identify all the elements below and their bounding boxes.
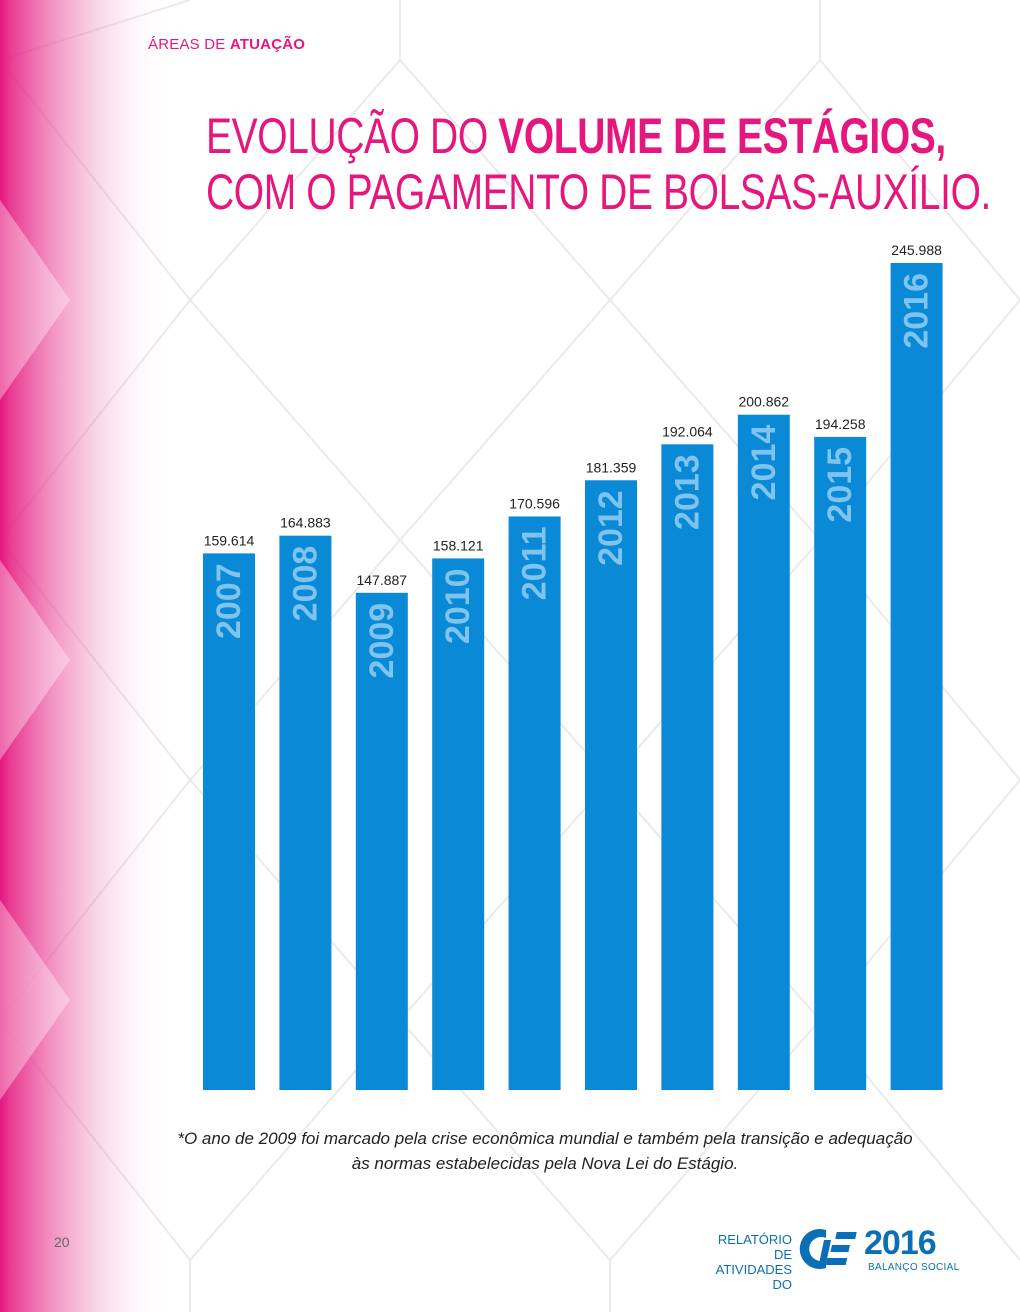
bar-group-2008: 164.883 2008 bbox=[279, 515, 332, 1090]
category-label-2007: 2007 bbox=[210, 563, 248, 639]
footnote-line-2: às normas estabelecidas pela Nova Lei do… bbox=[351, 1154, 739, 1173]
brand-line-2: ATIVIDADES DO bbox=[715, 1262, 792, 1292]
value-label-2015: 194.258 bbox=[815, 416, 866, 432]
category-label-2010: 2010 bbox=[439, 568, 477, 644]
category-label-2016: 2016 bbox=[898, 273, 936, 349]
title-line-1-bold: VOLUME DE ESTÁGIOS, bbox=[498, 108, 946, 164]
bar-2007 bbox=[203, 553, 255, 1090]
value-label-2013: 192.064 bbox=[662, 423, 713, 439]
section-label-bold: ATUAÇÃO bbox=[229, 36, 306, 53]
value-label-2014: 200.862 bbox=[738, 394, 789, 410]
bar-group-2016: 245.988 2016 bbox=[890, 242, 943, 1090]
bar-group-2010: 158.121 2010 bbox=[432, 537, 485, 1090]
cie-logo-icon bbox=[799, 1229, 857, 1269]
bar-2010 bbox=[432, 558, 485, 1090]
category-label-2009: 2009 bbox=[363, 603, 401, 679]
value-label-2009: 147.887 bbox=[356, 572, 407, 588]
bar-group-2009: 147.887 2009 bbox=[355, 572, 408, 1090]
bar-group-2013: 192.064 2013 bbox=[661, 423, 714, 1091]
value-label-2011: 170.596 bbox=[509, 495, 560, 511]
side-triangles bbox=[0, 200, 70, 1100]
section-label-light: ÁREAS DE bbox=[148, 36, 226, 53]
category-label-2011: 2011 bbox=[516, 526, 554, 600]
brand-footer: RELATÓRIO DE ATIVIDADES DO 2016 BALANÇO … bbox=[700, 1222, 960, 1292]
footnote-line-1: *O ano de 2009 foi marcado pela crise ec… bbox=[177, 1129, 913, 1148]
bar-2014 bbox=[737, 414, 790, 1090]
value-label-2010: 158.121 bbox=[433, 537, 484, 553]
title-line-1: EVOLUÇÃO DO VOLUME DE ESTÁGIOS, bbox=[206, 108, 946, 164]
bar-2008 bbox=[279, 535, 332, 1090]
value-label-2016: 245.988 bbox=[891, 242, 942, 258]
bar-2012 bbox=[585, 480, 637, 1090]
bar-group-2007: 159.614 2007 bbox=[203, 532, 255, 1090]
brand-year: 2016 bbox=[864, 1224, 937, 1262]
bar-2011 bbox=[508, 516, 561, 1090]
bar-2016 bbox=[890, 263, 943, 1090]
category-label-2015: 2015 bbox=[821, 447, 859, 523]
footnote: *O ano de 2009 foi marcado pela crise ec… bbox=[120, 1126, 970, 1176]
bar-group-2011: 170.596 2011 bbox=[508, 495, 561, 1090]
bar-group-2014: 200.862 2014 bbox=[737, 394, 790, 1090]
bar-group-2015: 194.258 2015 bbox=[814, 416, 867, 1090]
page-number: 20 bbox=[54, 1234, 70, 1250]
bar-2013 bbox=[661, 444, 714, 1091]
bar-group-2012: 181.359 2012 bbox=[585, 459, 637, 1090]
category-label-2012: 2012 bbox=[592, 490, 630, 566]
brand-line-1: RELATÓRIO DE bbox=[717, 1232, 792, 1262]
section-label: ÁREAS DE ATUAÇÃO bbox=[148, 36, 305, 53]
category-label-2013: 2013 bbox=[668, 454, 706, 530]
value-label-2012: 181.359 bbox=[586, 459, 637, 475]
brand-subtitle: BALANÇO SOCIAL bbox=[868, 1262, 960, 1273]
category-label-2008: 2008 bbox=[286, 546, 324, 622]
bar-2015 bbox=[814, 436, 867, 1090]
value-label-2007: 159.614 bbox=[204, 532, 255, 548]
pink-side-band bbox=[0, 0, 170, 1312]
brand-caption: RELATÓRIO DE ATIVIDADES DO bbox=[708, 1232, 792, 1292]
value-label-2008: 164.883 bbox=[280, 515, 331, 531]
category-label-2014: 2014 bbox=[745, 425, 783, 501]
title-line-1-light: EVOLUÇÃO DO bbox=[206, 108, 488, 164]
bar-2009 bbox=[355, 592, 408, 1090]
